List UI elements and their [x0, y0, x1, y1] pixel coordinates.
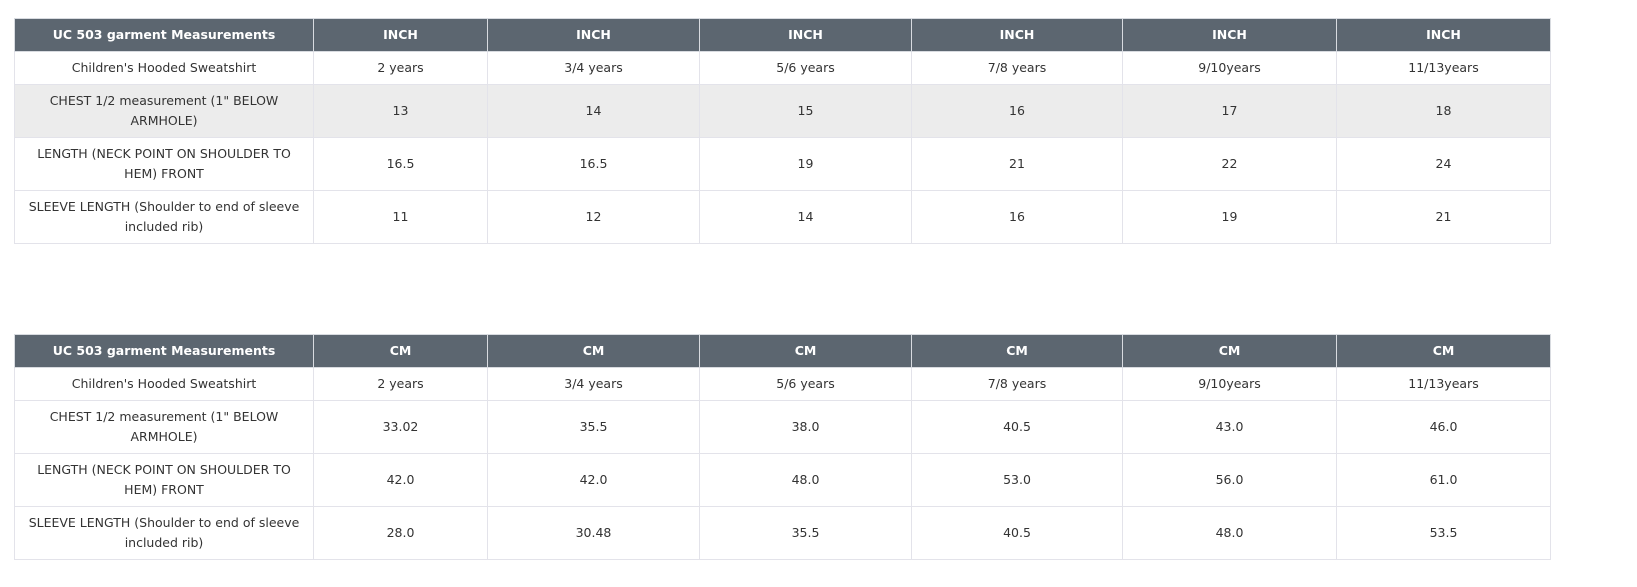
unit-header-cell: INCH	[487, 18, 700, 52]
unit-header-cell: CM	[1336, 334, 1551, 368]
value-cell: 18	[1336, 84, 1551, 138]
unit-header-cell: INCH	[1336, 18, 1551, 52]
value-cell: 5/6 years	[699, 51, 912, 85]
table-row: CHEST 1/2 measurement (1" BELOW ARMHOLE)…	[14, 84, 1551, 138]
value-cell: 14	[699, 190, 912, 244]
value-cell: 9/10years	[1122, 367, 1337, 401]
value-cell: 16.5	[313, 137, 488, 191]
value-cell: 13	[313, 84, 488, 138]
value-cell: 16	[911, 84, 1123, 138]
table-row: LENGTH (NECK POINT ON SHOULDER TO HEM) F…	[14, 137, 1551, 191]
header-row: UC 503 garment Measurements INCH INCH INCH I…	[14, 18, 1551, 52]
row-label-cell: Children's Hooded Sweatshirt	[14, 367, 314, 401]
value-cell: 3/4 years	[487, 51, 700, 85]
unit-header-cell: INCH	[1122, 18, 1337, 52]
row-label-cell: CHEST 1/2 measurement (1" BELOW ARMHOLE)	[14, 400, 314, 454]
value-cell: 14	[487, 84, 700, 138]
value-cell: 40.5	[911, 400, 1123, 454]
value-cell: 2 years	[313, 367, 488, 401]
inch-measurements-table: UC 503 garment Measurements INCH INCH INCH I…	[14, 18, 1551, 244]
header-row: UC 503 garment Measurements CM CM CM CM CM CM	[14, 334, 1551, 368]
value-cell: 16.5	[487, 137, 700, 191]
value-cell: 48.0	[699, 453, 912, 507]
value-cell: 33.02	[313, 400, 488, 454]
value-cell: 19	[1122, 190, 1337, 244]
value-cell: 24	[1336, 137, 1551, 191]
header-title-cell: UC 503 garment Measurements	[14, 18, 314, 52]
table-row: SLEEVE LENGTH (Shoulder to end of sleeve…	[14, 190, 1551, 244]
value-cell: 7/8 years	[911, 51, 1123, 85]
unit-header-cell: CM	[487, 334, 700, 368]
value-cell: 42.0	[313, 453, 488, 507]
value-cell: 11	[313, 190, 488, 244]
value-cell: 38.0	[699, 400, 912, 454]
table-row: Children's Hooded Sweatshirt 2 years 3/4 y…	[14, 51, 1551, 85]
value-cell: 56.0	[1122, 453, 1337, 507]
value-cell: 21	[911, 137, 1123, 191]
unit-header-cell: INCH	[313, 18, 488, 52]
row-label-cell: SLEEVE LENGTH (Shoulder to end of sleeve…	[14, 190, 314, 244]
unit-header-cell: CM	[313, 334, 488, 368]
value-cell: 15	[699, 84, 912, 138]
value-cell: 46.0	[1336, 400, 1551, 454]
value-cell: 40.5	[911, 506, 1123, 560]
value-cell: 12	[487, 190, 700, 244]
table-row: CHEST 1/2 measurement (1" BELOW ARMHOLE)…	[14, 400, 1551, 454]
value-cell: 5/6 years	[699, 367, 912, 401]
row-label-cell: LENGTH (NECK POINT ON SHOULDER TO HEM) F…	[14, 137, 314, 191]
row-label-cell: Children's Hooded Sweatshirt	[14, 51, 314, 85]
value-cell: 19	[699, 137, 912, 191]
header-title-cell: UC 503 garment Measurements	[14, 334, 314, 368]
value-cell: 53.5	[1336, 506, 1551, 560]
value-cell: 48.0	[1122, 506, 1337, 560]
table-row: SLEEVE LENGTH (Shoulder to end of sleeve…	[14, 506, 1551, 560]
value-cell: 9/10years	[1122, 51, 1337, 85]
row-label-cell: LENGTH (NECK POINT ON SHOULDER TO HEM) F…	[14, 453, 314, 507]
unit-header-cell: INCH	[699, 18, 912, 52]
cm-measurements-table: UC 503 garment Measurements CM CM CM CM CM CM C…	[14, 334, 1551, 560]
unit-header-cell: CM	[911, 334, 1123, 368]
table-row: LENGTH (NECK POINT ON SHOULDER TO HEM) F…	[14, 453, 1551, 507]
value-cell: 21	[1336, 190, 1551, 244]
value-cell: 28.0	[313, 506, 488, 560]
unit-header-cell: CM	[699, 334, 912, 368]
row-label-cell: CHEST 1/2 measurement (1" BELOW ARMHOLE)	[14, 84, 314, 138]
value-cell: 61.0	[1336, 453, 1551, 507]
value-cell: 16	[911, 190, 1123, 244]
table-row: Children's Hooded Sweatshirt 2 years 3/4 y…	[14, 367, 1551, 401]
value-cell: 35.5	[699, 506, 912, 560]
value-cell: 35.5	[487, 400, 700, 454]
value-cell: 3/4 years	[487, 367, 700, 401]
unit-header-cell: CM	[1122, 334, 1337, 368]
value-cell: 30.48	[487, 506, 700, 560]
value-cell: 43.0	[1122, 400, 1337, 454]
unit-header-cell: INCH	[911, 18, 1123, 52]
row-label-cell: SLEEVE LENGTH (Shoulder to end of sleeve…	[14, 506, 314, 560]
value-cell: 2 years	[313, 51, 488, 85]
value-cell: 42.0	[487, 453, 700, 507]
value-cell: 11/13years	[1336, 51, 1551, 85]
value-cell: 7/8 years	[911, 367, 1123, 401]
value-cell: 22	[1122, 137, 1337, 191]
value-cell: 53.0	[911, 453, 1123, 507]
value-cell: 17	[1122, 84, 1337, 138]
value-cell: 11/13years	[1336, 367, 1551, 401]
